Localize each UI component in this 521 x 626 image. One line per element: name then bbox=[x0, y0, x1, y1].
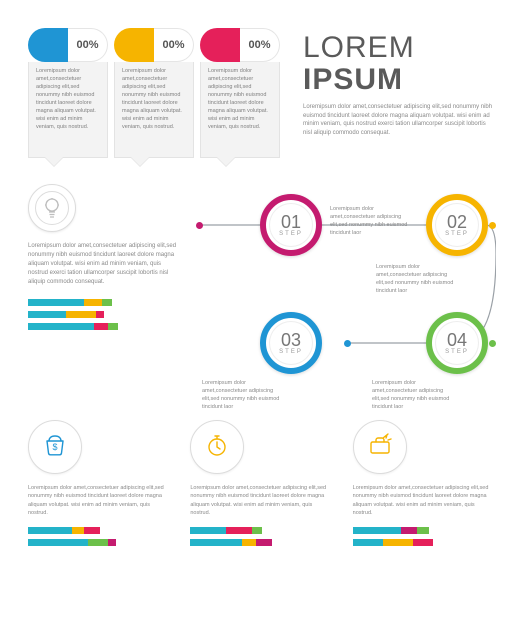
bar-segment bbox=[28, 323, 94, 330]
bar-segment bbox=[28, 539, 88, 546]
connector-dot bbox=[196, 222, 203, 229]
headline-blurb: Loremipsum dolor amet,consectetuer adipi… bbox=[303, 103, 493, 138]
mid-left-column: Loremipsum dolor amet,consectetuer adipi… bbox=[28, 184, 178, 404]
percent-tab-1: 00%Loremipsum dolor amet,consectetuer ad… bbox=[114, 28, 194, 158]
bar-segment bbox=[28, 311, 66, 318]
mid-bar-group bbox=[28, 299, 178, 330]
bar-segment bbox=[190, 539, 242, 546]
tab-body-text: Loremipsum dolor amet,consectetuer adipi… bbox=[200, 62, 280, 158]
top-row: 00%Loremipsum dolor amet,consectetuer ad… bbox=[28, 28, 493, 158]
bottom-blurb: Loremipsum dolor amet,consectetuer adipi… bbox=[353, 484, 493, 517]
tab-percent-value: 00% bbox=[68, 28, 108, 62]
step-ring-04: 04STEP bbox=[426, 312, 488, 374]
step-number: 02 bbox=[447, 213, 467, 231]
bag-icon: $ bbox=[42, 432, 68, 463]
percent-tab-0: 00%Loremipsum dolor amet,consectetuer ad… bbox=[28, 28, 108, 158]
headline-block: LOREM IPSUM Loremipsum dolor amet,consec… bbox=[303, 28, 493, 158]
step-number: 03 bbox=[281, 331, 301, 349]
steps-diagram: 01STEPLoremipsum dolor amet,consectetuer… bbox=[196, 184, 493, 404]
step-number: 01 bbox=[281, 213, 301, 231]
bar-segment bbox=[413, 539, 433, 546]
lightbulb-icon bbox=[43, 197, 61, 219]
tab-body-text: Loremipsum dolor amet,consectetuer adipi… bbox=[28, 62, 108, 158]
tab-percent-value: 00% bbox=[240, 28, 280, 62]
bottom-bar-0 bbox=[353, 527, 493, 534]
mid-bar-1 bbox=[28, 311, 178, 318]
bar-segment bbox=[383, 539, 413, 546]
step-label: STEP bbox=[279, 231, 303, 237]
bottom-icon-ring bbox=[353, 420, 407, 474]
bar-segment bbox=[28, 299, 84, 306]
connector-dot bbox=[489, 340, 496, 347]
bar-segment bbox=[66, 311, 96, 318]
bulb-ring bbox=[28, 184, 76, 232]
title-line1: LOREM bbox=[303, 31, 415, 64]
step-ring-02: 02STEP bbox=[426, 194, 488, 256]
page-title: LOREM IPSUM bbox=[303, 32, 493, 95]
step-text-01: Loremipsum dolor amet,consectetuer adipi… bbox=[330, 206, 420, 238]
tab-percent-value: 00% bbox=[154, 28, 194, 62]
step-text-02: Loremipsum dolor amet,consectetuer adipi… bbox=[376, 264, 466, 296]
connector-dot bbox=[489, 222, 496, 229]
bottom-col-1: Loremipsum dolor amet,consectetuer adipi… bbox=[190, 420, 330, 546]
bar-segment bbox=[226, 527, 252, 534]
bottom-bar-1 bbox=[353, 539, 493, 546]
step-label: STEP bbox=[445, 231, 469, 237]
bottom-bar-1 bbox=[28, 539, 168, 546]
bottom-bar-group bbox=[190, 527, 330, 546]
bottom-bar-1 bbox=[190, 539, 330, 546]
step-label: STEP bbox=[445, 349, 469, 355]
mid-bar-0 bbox=[28, 299, 178, 306]
bottom-col-2: Loremipsum dolor amet,consectetuer adipi… bbox=[353, 420, 493, 546]
bar-segment bbox=[108, 539, 116, 546]
percent-tab-2: 00%Loremipsum dolor amet,consectetuer ad… bbox=[200, 28, 280, 158]
bottom-bar-group bbox=[28, 527, 168, 546]
connector-dot bbox=[344, 340, 351, 347]
step-ring-01: 01STEP bbox=[260, 194, 322, 256]
bottom-icon-ring: $ bbox=[28, 420, 82, 474]
mid-left-blurb: Loremipsum dolor amet,consectetuer adipi… bbox=[28, 242, 178, 287]
bottom-icon-ring bbox=[190, 420, 244, 474]
bottom-bar-group bbox=[353, 527, 493, 546]
bar-segment bbox=[401, 527, 417, 534]
percent-tabs: 00%Loremipsum dolor amet,consectetuer ad… bbox=[28, 28, 283, 158]
bottom-bar-0 bbox=[190, 527, 330, 534]
case-icon bbox=[367, 432, 393, 463]
bar-segment bbox=[242, 539, 256, 546]
bar-segment bbox=[417, 527, 429, 534]
bar-segment bbox=[84, 299, 102, 306]
bar-segment bbox=[84, 527, 100, 534]
bar-segment bbox=[190, 527, 226, 534]
tab-body-text: Loremipsum dolor amet,consectetuer adipi… bbox=[114, 62, 194, 158]
bar-segment bbox=[28, 527, 72, 534]
bar-segment bbox=[256, 539, 272, 546]
tab-color-cap bbox=[200, 28, 240, 62]
title-line2: IPSUM bbox=[303, 64, 493, 96]
svg-text:$: $ bbox=[52, 442, 57, 452]
bottom-row: $ Loremipsum dolor amet,consectetuer adip… bbox=[28, 420, 493, 546]
mid-row: Loremipsum dolor amet,consectetuer adipi… bbox=[28, 184, 493, 404]
clock-icon bbox=[204, 432, 230, 463]
step-ring-03: 03STEP bbox=[260, 312, 322, 374]
bottom-bar-0 bbox=[28, 527, 168, 534]
step-text-03: Loremipsum dolor amet,consectetuer adipi… bbox=[202, 380, 292, 412]
bottom-blurb: Loremipsum dolor amet,consectetuer adipi… bbox=[28, 484, 168, 517]
bottom-col-0: $ Loremipsum dolor amet,consectetuer adip… bbox=[28, 420, 168, 546]
bar-segment bbox=[94, 323, 108, 330]
bar-segment bbox=[72, 527, 84, 534]
step-label: STEP bbox=[279, 349, 303, 355]
bottom-blurb: Loremipsum dolor amet,consectetuer adipi… bbox=[190, 484, 330, 517]
step-number: 04 bbox=[447, 331, 467, 349]
bar-segment bbox=[96, 311, 104, 318]
bar-segment bbox=[353, 527, 401, 534]
bar-segment bbox=[353, 539, 383, 546]
bar-segment bbox=[88, 539, 108, 546]
step-text-04: Loremipsum dolor amet,consectetuer adipi… bbox=[372, 380, 462, 412]
bar-segment bbox=[108, 323, 118, 330]
bar-segment bbox=[102, 299, 112, 306]
tab-color-cap bbox=[114, 28, 154, 62]
mid-bar-2 bbox=[28, 323, 178, 330]
tab-color-cap bbox=[28, 28, 68, 62]
bar-segment bbox=[252, 527, 262, 534]
